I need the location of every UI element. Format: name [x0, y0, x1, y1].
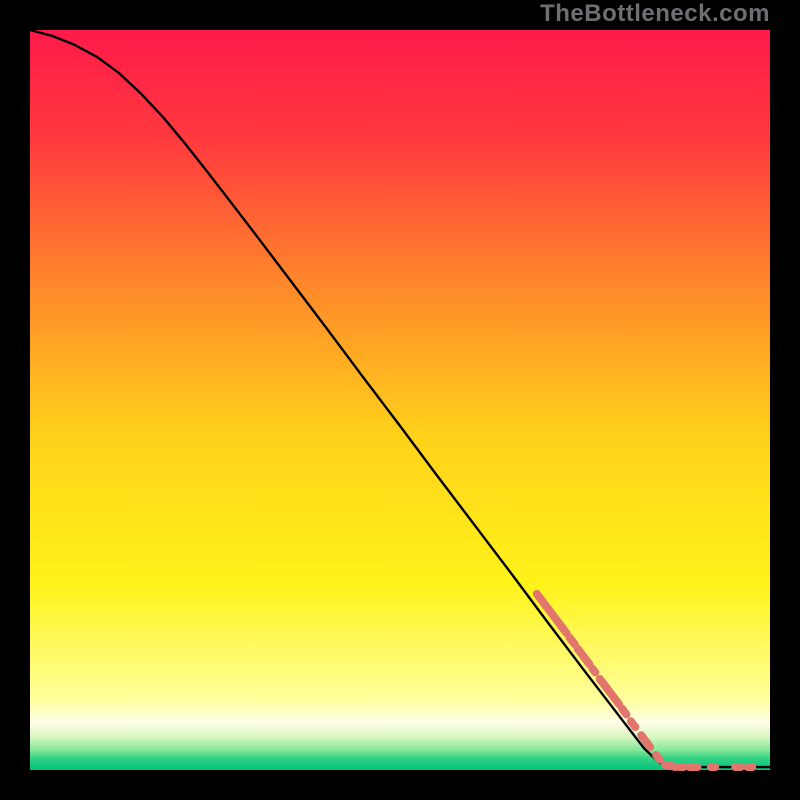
gradient-background — [30, 30, 770, 770]
chart-root: TheBottleneck.com — [0, 0, 800, 800]
bottleneck-curve-plot — [0, 0, 800, 800]
watermark-text: TheBottleneck.com — [540, 0, 770, 28]
